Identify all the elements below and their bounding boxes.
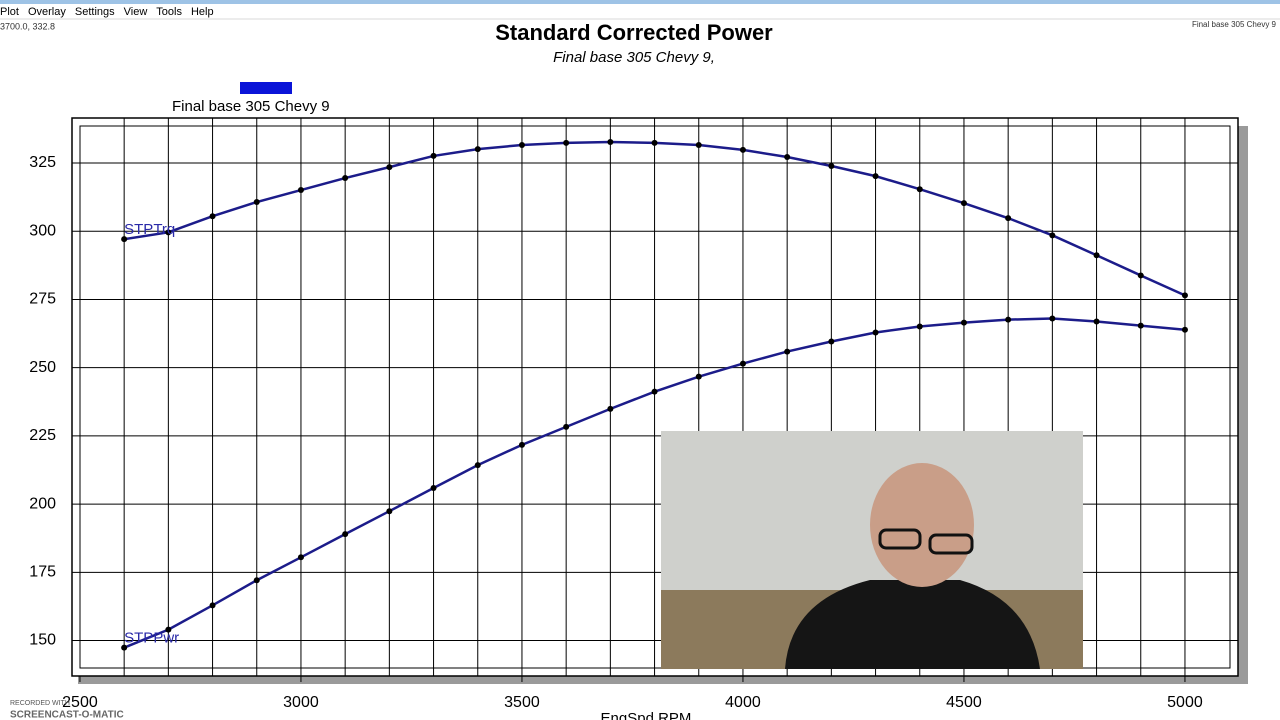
data-point [386,508,393,515]
chart-subtitle: Final base 305 Chevy 9, [553,49,715,66]
series-label: STPPwr [124,630,179,647]
data-point [297,187,304,194]
data-point [430,152,437,159]
data-point [1137,322,1144,329]
y-tick-label: 225 [29,427,56,444]
data-point [1181,326,1188,333]
data-point [474,146,481,153]
data-point [1093,318,1100,325]
data-point [121,644,128,651]
menu-item[interactable]: Settings [75,6,115,18]
data-point [960,200,967,207]
webcam-glasses [928,533,974,555]
data-point [430,484,437,491]
data-point [165,626,172,633]
data-point [342,175,349,182]
watermark: SCREENCAST-O-MATIC [10,710,124,720]
data-point [1049,315,1056,322]
data-point [1093,252,1100,259]
data-point [474,462,481,469]
data-point [1137,272,1144,279]
data-point [1005,316,1012,323]
chart-title: Standard Corrected Power [495,20,773,45]
title-strip [0,0,1280,4]
data-point [209,602,216,609]
data-point [872,173,879,180]
data-point [1049,232,1056,239]
webcam-person-head [870,463,974,587]
menu-item[interactable]: Help [191,6,214,18]
menu-bar [0,4,1280,19]
legend-label: Final base 305 Chevy 9 [172,98,330,115]
webcam-person-body [785,580,1040,669]
data-point [784,154,791,161]
data-point [695,373,702,380]
y-tick-label: 150 [29,632,56,649]
y-tick-label: 300 [29,222,56,239]
data-point [960,319,967,326]
corner-label: Final base 305 Chevy 9 [1192,20,1277,29]
data-point [739,360,746,367]
x-tick-label: 4000 [725,694,761,711]
menu-item[interactable]: View [124,6,148,18]
data-point [563,423,570,430]
x-axis-label: EngSpd RPM [601,710,692,720]
data-point [342,531,349,538]
menu-item[interactable]: Plot [0,6,19,18]
y-tick-label: 175 [29,564,56,581]
data-point [916,186,923,193]
data-point [518,441,525,448]
x-tick-label: 3500 [504,694,540,711]
y-tick-label: 250 [29,359,56,376]
data-point [916,323,923,330]
data-point [518,142,525,149]
data-point [253,199,260,206]
x-tick-label: 4500 [946,694,982,711]
data-point [121,236,128,243]
y-tick-label: 275 [29,291,56,308]
data-point [651,388,658,395]
data-point [165,229,172,236]
data-point [386,164,393,171]
y-tick-label: 200 [29,495,56,512]
data-point [297,554,304,561]
data-point [739,146,746,153]
data-point [651,139,658,146]
x-tick-label: 2500 [62,694,98,711]
cursor-readout: 3700.0, 332.8 [0,21,55,31]
y-tick-label: 325 [29,154,56,171]
frame-shadow [78,676,1248,684]
data-point [828,338,835,345]
frame-shadow [1238,126,1248,684]
watermark: RECORDED WITH [10,700,70,707]
data-point [607,405,614,412]
webcam-glasses [878,528,922,550]
webcam-overlay [661,431,1083,669]
data-point [209,213,216,220]
data-point [828,163,835,170]
x-tick-label: 5000 [1167,694,1203,711]
series-label: STPTrq [124,221,175,238]
data-point [253,577,260,584]
data-point [784,348,791,355]
menu-item[interactable]: Overlay [28,6,66,18]
data-point [1005,215,1012,222]
menu-item[interactable]: Tools [156,6,182,18]
data-point [872,329,879,336]
data-point [695,142,702,149]
legend-swatch [240,82,292,94]
data-point [1181,292,1188,299]
data-point [563,139,570,146]
data-point [607,139,614,146]
x-tick-label: 3000 [283,694,319,711]
